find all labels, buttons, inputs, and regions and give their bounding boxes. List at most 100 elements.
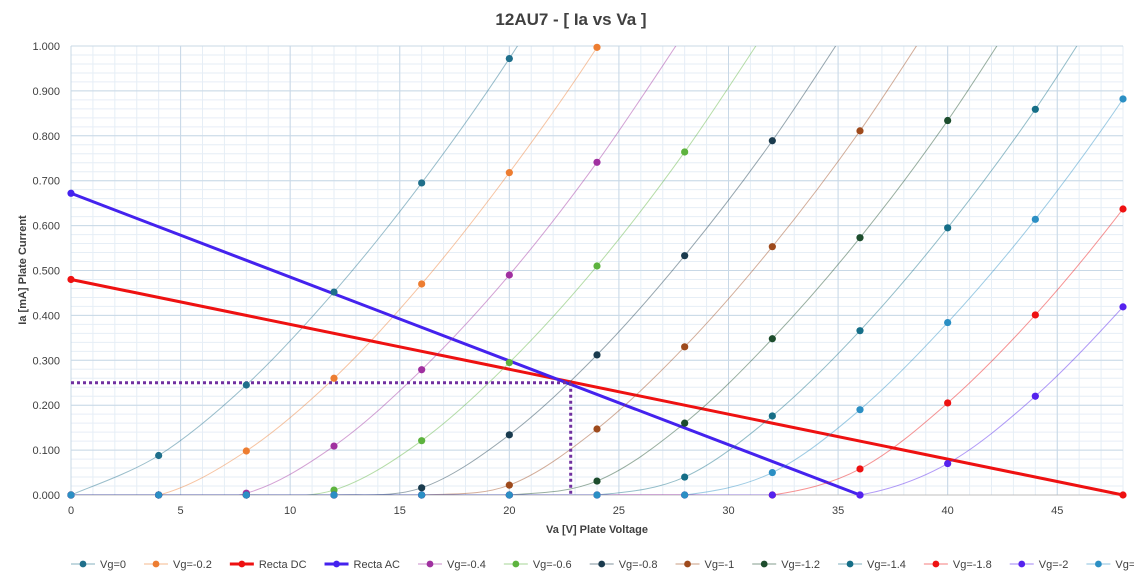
legend-marker-vg-1-8: [932, 560, 940, 568]
legend-label-recta-dc: Recta DC: [259, 559, 307, 571]
y-tick-label: 0.000: [32, 490, 60, 502]
marker-vg-0: [155, 451, 163, 460]
legend-label-vg-0-4: Vg=-0.4: [447, 559, 486, 571]
curve-vg-1: [71, 46, 918, 495]
legend-label-vg-1-4: Vg=-1.4: [867, 559, 906, 571]
marker-vg-1-6: [155, 491, 163, 499]
x-tick-label: 20: [503, 505, 515, 517]
legend-marker-vg-1-6: [1095, 560, 1102, 568]
legend: Vg=0 Vg=-0.2 Recta DC Recta AC Vg=-0.4 Vg=-0.…: [71, 559, 1134, 571]
marker-vg-1-2: [681, 419, 689, 427]
y-axis-title: Ia [mA] Plate Current: [17, 215, 29, 325]
marker-vg-1-6: [505, 491, 513, 499]
x-axis-title: Va [V] Plate Voltage: [546, 524, 648, 536]
marker-vg-1-4: [681, 473, 689, 481]
x-tick-label: 30: [722, 505, 734, 517]
markers: [67, 43, 1127, 499]
marker-vg-1-6: [593, 491, 601, 499]
marker-vg-1-6: [944, 318, 952, 327]
marker-vg-0: [418, 179, 426, 187]
x-tick-label: 45: [1051, 505, 1063, 517]
legend-marker-vg-0-2: [152, 560, 160, 568]
marker-vg-1-8: [1031, 311, 1039, 319]
legend-label-vg-1-2: Vg=-1.2: [781, 559, 820, 571]
legend-label-vg-0-2: Vg=-0.2: [173, 559, 212, 571]
marker-vg-0-6: [681, 148, 689, 156]
legend-label-recta-ac: Recta AC: [354, 559, 401, 571]
legend-marker-vg-1: [684, 560, 691, 568]
legend-label-vg-1: Vg=-1: [705, 559, 735, 571]
load-line-recta-ac: [70, 191, 861, 497]
legend-marker-recta-ac: [333, 560, 340, 568]
marker-vg-0-2: [505, 169, 513, 177]
curve-vg-1-6: [71, 98, 1123, 495]
marker-vg-1-8: [1119, 205, 1127, 213]
legend-marker-recta-dc: [238, 560, 246, 568]
legend-label-vg-0-8: Vg=-0.8: [619, 559, 658, 571]
marker-recta-dc: [67, 275, 75, 284]
y-tick-label: 0.100: [32, 445, 60, 457]
x-tick-label: 5: [178, 505, 184, 517]
marker-vg-1-6: [856, 406, 864, 414]
marker-vg-0-2: [418, 280, 426, 288]
marker-vg-0-4: [418, 366, 426, 374]
legend-marker-vg-1-4: [846, 560, 854, 568]
load-line-recta-dc: [70, 278, 1124, 497]
marker-vg-0-8: [505, 431, 513, 439]
marker-recta-dc: [1119, 491, 1127, 499]
marker-vg-1: [505, 481, 513, 489]
legend-marker-vg-0: [79, 560, 87, 568]
curve-vg-0-8: [71, 46, 837, 495]
x-tick-label: 10: [284, 505, 296, 517]
marker-vg-0-4: [593, 158, 601, 166]
marker-vg-0-8: [768, 137, 776, 145]
marker-vg-0-2: [593, 43, 601, 51]
marker-vg-1-2: [593, 477, 601, 485]
marker-vg-0-4: [330, 442, 338, 450]
operating-point-guides: [71, 381, 573, 495]
marker-vg-1-6: [1119, 95, 1127, 103]
marker-vg-2: [856, 491, 864, 499]
marker-vg-0-8: [418, 484, 426, 492]
marker-vg-0: [330, 288, 338, 296]
x-tick-label: 0: [68, 505, 74, 517]
marker-vg-0-6: [505, 358, 513, 367]
marker-vg-0-6: [418, 437, 426, 445]
y-tick-label: 0.900: [32, 86, 60, 98]
legend-marker-vg-0-8: [598, 560, 606, 568]
marker-vg-2: [1119, 303, 1127, 311]
marker-vg-0-6: [593, 262, 601, 270]
y-tick-label: 0.700: [32, 176, 60, 188]
marker-vg-1-4: [944, 224, 952, 232]
curve-vg-1-4: [71, 46, 1078, 495]
marker-vg-0-8: [593, 351, 601, 359]
y-tick-label: 0.200: [32, 400, 60, 412]
marker-vg-1-8: [944, 399, 952, 407]
y-tick-label: 1.000: [32, 41, 60, 53]
marker-vg-1-4: [856, 327, 864, 335]
marker-vg-0-8: [681, 252, 689, 260]
x-tick-label: 15: [394, 505, 406, 517]
marker-vg-1: [681, 343, 689, 351]
x-tick-label: 40: [942, 505, 954, 517]
legend-marker-vg-1-2: [760, 560, 768, 568]
curve-vg-0-6: [71, 46, 757, 495]
y-tick-label: 0.400: [32, 310, 60, 322]
y-tick-label: 0.800: [32, 131, 60, 143]
y-tick-label: 0.500: [32, 266, 60, 278]
marker-vg-1-2: [944, 116, 952, 125]
chart-title: 12AU7 - [ Ia vs Va ]: [495, 10, 646, 29]
marker-vg-1-2: [768, 335, 776, 343]
marker-vg-1-6: [768, 468, 776, 477]
marker-vg-0-2: [330, 374, 338, 382]
marker-vg-0-4: [505, 271, 513, 279]
marker-vg-1-4: [768, 412, 776, 420]
marker-vg-0: [505, 54, 513, 63]
marker-vg-0-6: [330, 486, 338, 494]
curve-vg-1-8: [71, 208, 1123, 495]
marker-vg-1: [856, 127, 864, 135]
x-tick-label: 35: [832, 505, 844, 517]
marker-vg-2: [768, 491, 776, 499]
marker-vg-1-6: [330, 491, 338, 499]
